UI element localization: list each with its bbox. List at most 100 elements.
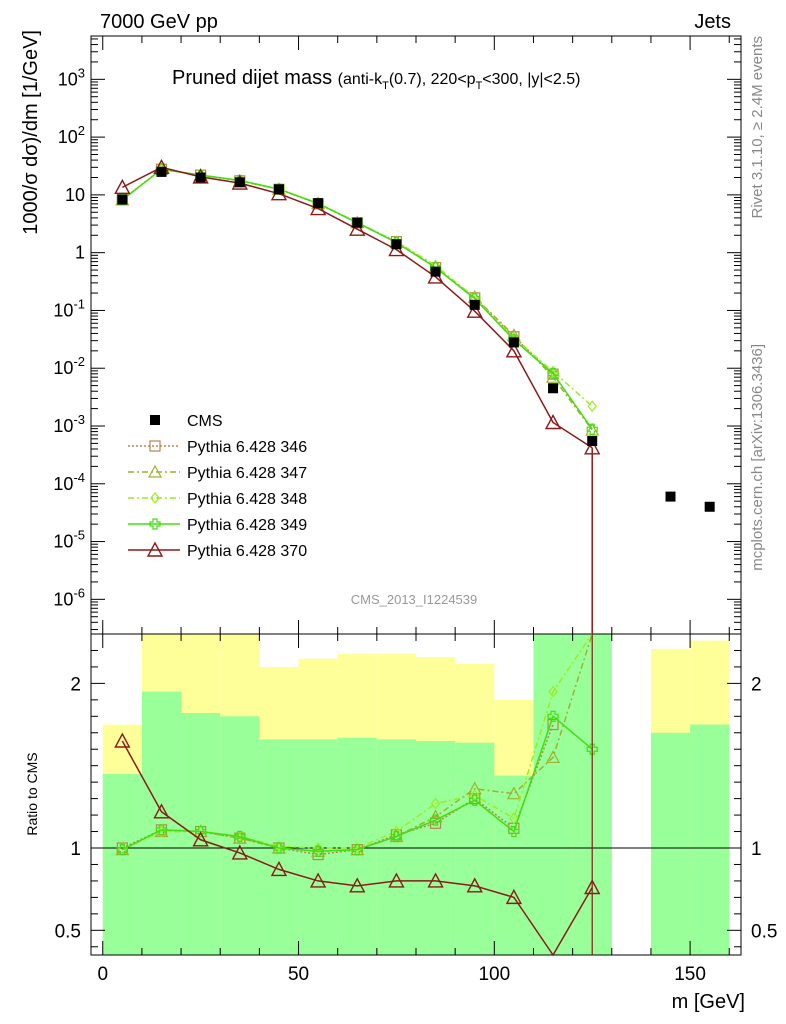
chart-title-sub-1: (anti-k [338, 71, 383, 88]
y-tick-label-7: 10 [65, 185, 85, 205]
ratio-line-2 [122, 633, 593, 851]
cms-point-2 [195, 172, 206, 183]
series-point-1-12 [585, 422, 600, 436]
cms-point-10 [508, 337, 519, 348]
band-stat-15 [690, 724, 730, 955]
x-tick-label-3: 150 [674, 964, 706, 985]
x-tick-label-1: 50 [288, 964, 309, 985]
ratio-axis-label: Ratio to CMS [24, 752, 40, 835]
ratio-point-4-10 [505, 888, 523, 905]
ratio-point-2-6 [352, 842, 363, 854]
chart-title-sub-5: <300, |y|<2.5) [482, 71, 580, 88]
cms-point-9 [469, 299, 480, 310]
series-line-0 [121, 168, 554, 375]
series-point-4-6 [349, 220, 366, 236]
ratio-point-3-12 [586, 743, 598, 755]
cms-point-3 [234, 177, 245, 188]
y-tick-label-5: 10-1 [53, 296, 85, 320]
y-tick-label-9: 103 [58, 65, 85, 89]
x-axis-label: m [GeV] [672, 991, 745, 1013]
series-point-2-12 [587, 400, 597, 413]
ratio-point-3-0 [116, 844, 128, 856]
cms-point-6 [352, 217, 363, 228]
ratio-point-2-4 [274, 840, 284, 853]
ratio-point-4-2 [192, 831, 209, 847]
ratio-point-2-5 [313, 842, 323, 854]
legend-label-4: Pythia 6.428 370 [187, 543, 307, 560]
ratio-tick-label-right-1: 1 [751, 839, 762, 860]
header-jets: Jets [694, 11, 731, 33]
legend-marker-4 [146, 541, 164, 557]
header-energy: 7000 GeV pp [100, 11, 218, 33]
main-panel: 10-6 10-5 10-4 10-3 10-2 10-1 1 10 102 103 [53, 35, 742, 635]
ratio-series [114, 633, 601, 957]
analysis-label: CMS_2013_I1224539 [351, 592, 478, 607]
ratio-point-4-1 [153, 803, 170, 819]
cms-point-5 [313, 198, 324, 209]
ratio-line-4 [121, 740, 593, 957]
ratio-point-3-10 [508, 825, 520, 838]
band-stat-0 [102, 773, 142, 955]
ratio-point-3-11 [547, 710, 559, 722]
main-series [114, 158, 715, 634]
y-tick-label-4: 10-2 [53, 354, 85, 378]
band-stat-9 [455, 742, 495, 955]
y-tick-label-0: 10-6 [53, 585, 85, 609]
ratio-line-0 [122, 724, 554, 856]
ratio-point-3-5 [312, 845, 324, 857]
cms-point-13 [665, 491, 676, 502]
band-stat-6 [337, 737, 377, 955]
ratio-point-1-10 [506, 786, 521, 800]
band-stat-4 [259, 739, 299, 955]
cms-point-0 [117, 194, 128, 205]
band-stat-10 [494, 775, 534, 955]
legend-cms-marker [150, 415, 160, 425]
series-point-4-10 [505, 342, 523, 358]
band-stat-11 [533, 634, 573, 955]
ratio-point-1-8 [428, 809, 443, 823]
ratio-point-3-3 [234, 830, 246, 843]
mcplots-label: mcplots.cern.ch [arXiv:1306.3436] [749, 344, 766, 571]
ratio-point-4-0 [114, 732, 131, 748]
y-tick-label-2: 10-4 [53, 470, 85, 494]
ratio-point-2-11 [548, 685, 558, 698]
ratio-point-1-9 [467, 781, 482, 795]
band-stat-14 [650, 732, 691, 955]
ratio-tick-label-1: 1 [70, 839, 81, 860]
legend-marker-2 [150, 492, 160, 504]
chart-title-sub-2: T [382, 80, 389, 92]
x-tick-label-2: 100 [478, 964, 510, 985]
series-line-2 [121, 168, 593, 407]
cms-point-12 [587, 436, 598, 447]
ratio-tick-label-2: 2 [70, 674, 81, 695]
legend-label-3: Pythia 6.428 349 [187, 517, 307, 534]
series-point-4-0 [114, 178, 131, 195]
y-tick-label-8: 102 [58, 123, 85, 147]
ratio-point-4-9 [466, 877, 483, 893]
cms-point-14 [704, 501, 715, 512]
ratio-point-3-8 [429, 814, 442, 826]
ratio-point-1-11 [546, 750, 561, 764]
series-point-3-11 [547, 367, 559, 380]
y-axis-label: 1000/σ dσ)/dm [1/GeV] [20, 30, 42, 235]
cms-point-11 [548, 383, 559, 394]
series-point-4-11 [544, 414, 562, 430]
ratio-point-3-7 [390, 830, 403, 843]
band-stat-5 [298, 739, 338, 955]
chart-title-sub-4: T [476, 80, 483, 92]
ratio-tick-label-right-2: 2 [751, 674, 762, 695]
uncertainty-bands [102, 634, 730, 955]
y-tick-label-1: 10-5 [53, 528, 85, 552]
x-tick-label-0: 0 [97, 964, 108, 985]
ratio-point-4-4 [270, 860, 288, 877]
ratio-point-0-11 [547, 718, 559, 731]
series-point-2-11 [548, 365, 558, 378]
ratio-point-2-8 [430, 797, 441, 810]
legend-label-1: Pythia 6.428 347 [187, 465, 307, 482]
series-line-1 [121, 168, 593, 431]
series-point-3-12 [586, 423, 598, 435]
ratio-point-4-7 [388, 872, 405, 888]
series-point-4-9 [466, 302, 483, 318]
ratio-point-3-1 [155, 824, 168, 836]
